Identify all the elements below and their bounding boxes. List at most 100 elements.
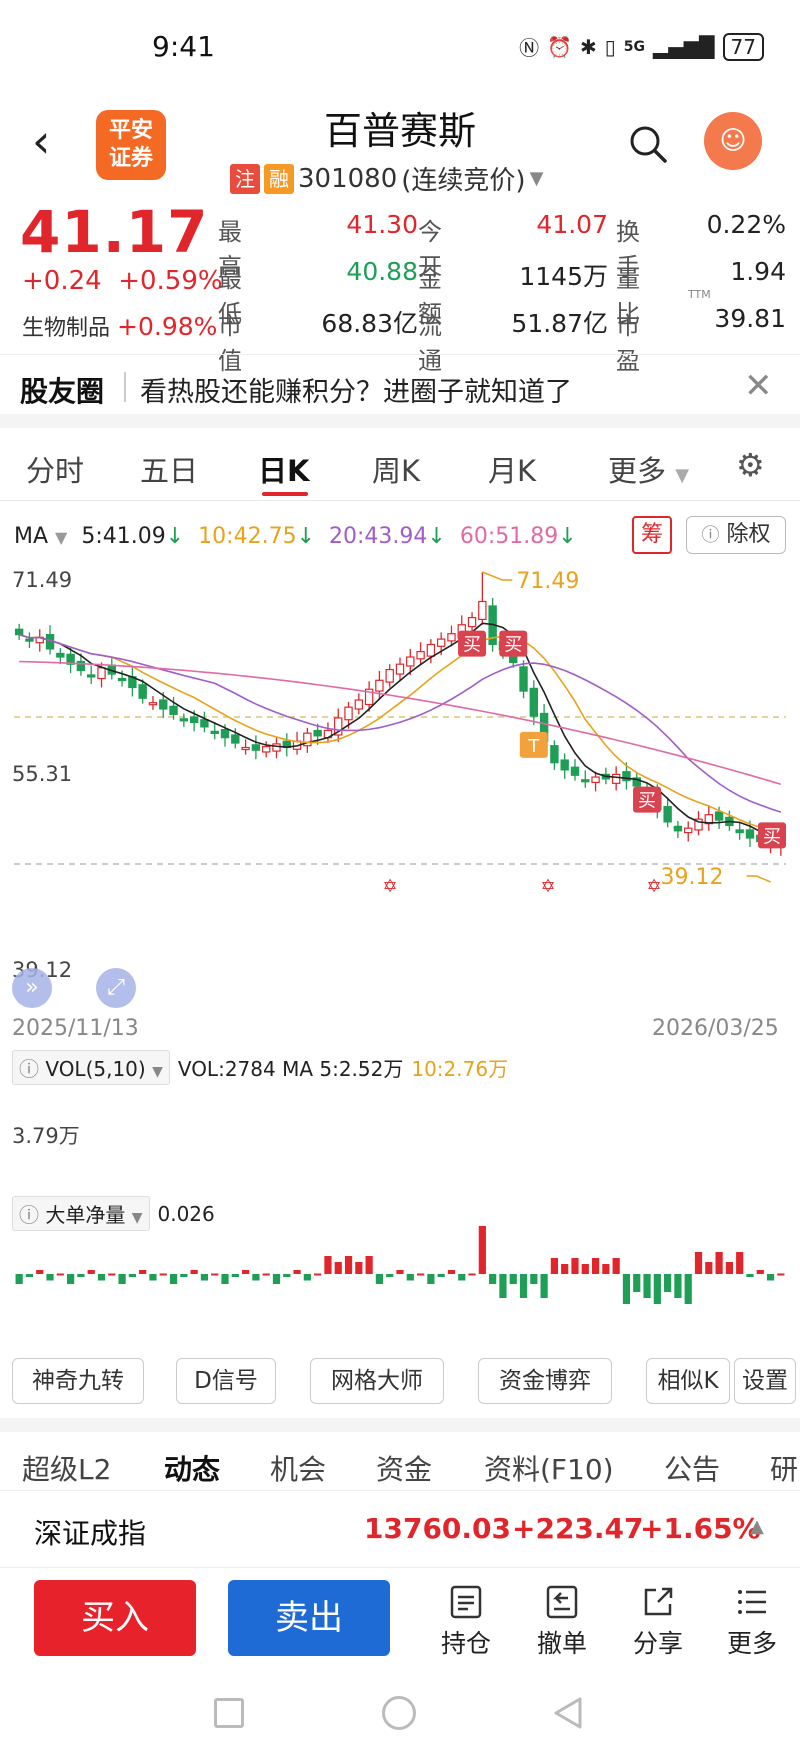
status-time: 9:41	[152, 30, 215, 63]
circle-text[interactable]: 看热股还能赚积分？进圈子就知道了	[140, 377, 572, 408]
buy-button[interactable]: 买入	[34, 1580, 196, 1656]
field-label: 市值	[218, 312, 242, 375]
back-icon[interactable]: ‹	[32, 114, 51, 168]
tool-similar-k[interactable]: 相似K	[646, 1358, 730, 1404]
sector-info[interactable]: 生物制品 +0.98%	[22, 310, 217, 342]
tab-announcement[interactable]: 公告	[664, 1453, 721, 1486]
tab-funds[interactable]: 资金	[376, 1453, 433, 1486]
tab-opportunity[interactable]: 机会	[270, 1453, 327, 1486]
signal-label: 5G	[623, 38, 646, 55]
share-button[interactable]: 分享	[618, 1584, 698, 1660]
candle-body	[179, 718, 189, 722]
bigorder-selector[interactable]: ⓘ 大单净量 ▼	[12, 1196, 150, 1231]
tab-month-k[interactable]: 月K	[488, 454, 537, 488]
tab-dynamic[interactable]: 动态	[164, 1453, 221, 1486]
field-label: 流通	[418, 312, 442, 375]
tab-week-k[interactable]: 周K	[372, 454, 421, 488]
bigorder-bar	[489, 1274, 497, 1284]
tab-five-day[interactable]: 五日	[140, 454, 199, 488]
tool-magic-nine[interactable]: 神奇九转	[12, 1358, 144, 1404]
tool-d-signal[interactable]: D信号	[176, 1358, 276, 1404]
bigorder-bar	[97, 1274, 106, 1281]
back-nav-icon[interactable]	[552, 1696, 584, 1730]
index-bar[interactable]	[0, 1490, 800, 1568]
tab-timeshare[interactable]: 分时	[26, 454, 85, 488]
gear-icon[interactable]: ⚙	[736, 446, 765, 484]
more-button[interactable]: 更多	[712, 1584, 792, 1660]
holdings-button[interactable]: 持仓	[426, 1584, 506, 1660]
bigorder-bar	[128, 1274, 136, 1277]
tab-underline	[262, 492, 308, 496]
candle-body	[86, 674, 96, 678]
candle-body	[364, 688, 374, 706]
candle-body	[632, 777, 641, 787]
date-end: 2026/03/25	[652, 1016, 779, 1041]
candle-body	[663, 806, 672, 823]
cancel-order-button[interactable]: 撤单	[522, 1584, 602, 1660]
trade-marker-label: 买	[763, 826, 781, 847]
candle-body	[354, 699, 364, 710]
system-nav-bar	[0, 1676, 800, 1760]
tab-super-l2[interactable]: 超级L2	[22, 1453, 112, 1486]
recent-apps-icon[interactable]	[214, 1698, 244, 1728]
ex-rights-button[interactable]: ⓘ 除权	[686, 516, 786, 554]
ma20-text: 20:43.94	[329, 524, 428, 549]
bigorder-bar	[746, 1274, 754, 1277]
chip-distribution-button[interactable]: 筹	[632, 516, 672, 554]
candle-body	[169, 705, 178, 715]
bluetooth-icon: ✱	[580, 34, 597, 59]
expand-icon[interactable]: »	[12, 968, 52, 1008]
fullscreen-icon[interactable]: ⤢	[96, 968, 136, 1008]
tab-f10[interactable]: 资料(F10)	[484, 1453, 614, 1486]
tool-capital-game[interactable]: 资金博弈	[478, 1358, 612, 1404]
bigorder-bar	[25, 1274, 34, 1277]
index-value: 13760.03	[364, 1512, 512, 1545]
search-icon[interactable]	[628, 124, 668, 164]
vol-selector[interactable]: ⓘ VOL(5,10) ▼	[12, 1050, 170, 1085]
bigorder-bar	[540, 1274, 548, 1298]
down-arrow-icon: ↓	[558, 524, 577, 549]
bigorder-bar	[262, 1273, 270, 1276]
sell-button[interactable]: 卖出	[228, 1580, 390, 1656]
field-value: 1.94	[730, 257, 786, 286]
candle-body	[56, 652, 65, 658]
bigorder-bar	[314, 1273, 322, 1276]
bigorder-bar	[766, 1274, 775, 1281]
trade-status: (连续竞价)	[401, 166, 526, 196]
ma-selector[interactable]: MA ▼	[14, 524, 67, 549]
candle-body	[303, 732, 312, 747]
bigorder-bar	[416, 1273, 425, 1276]
candle-body	[560, 759, 569, 771]
candle-body	[570, 766, 580, 776]
avatar[interactable]: ☺	[704, 112, 762, 170]
bigorder-bar	[303, 1274, 311, 1281]
stock-subline[interactable]: 注 融 301080 (连续竞价) ▼	[230, 160, 543, 197]
candle-body	[159, 699, 168, 710]
tab-day-k[interactable]: 日K	[258, 454, 310, 488]
close-icon[interactable]: ✕	[744, 366, 773, 406]
bigorder-bar	[180, 1274, 188, 1277]
tabs-divider	[0, 500, 800, 501]
candle-body	[426, 643, 436, 657]
field-label: 最低	[218, 265, 242, 328]
info-icon: ⓘ	[19, 1203, 39, 1227]
bigorder-bar	[15, 1274, 23, 1284]
date-start: 2025/11/13	[12, 1016, 139, 1041]
home-icon[interactable]	[382, 1696, 416, 1730]
chevron-up-icon[interactable]: ▲	[750, 1516, 764, 1537]
bigorder-bar	[283, 1274, 291, 1277]
index-name: 深证成指	[34, 1517, 147, 1550]
tab-more[interactable]: 更多 ▼	[608, 448, 689, 490]
tool-settings[interactable]: 设置	[734, 1358, 796, 1404]
trade-marker-label: 买	[504, 635, 522, 656]
ex-rights-label: 除权	[726, 522, 771, 547]
tool-grid-master[interactable]: 网格大师	[310, 1358, 444, 1404]
bigorder-bar	[386, 1274, 394, 1277]
ma20-line	[18, 633, 782, 813]
candle-body	[220, 728, 230, 739]
candle-body	[395, 663, 405, 675]
tab-research[interactable]: 研	[770, 1453, 799, 1486]
circle-bar[interactable]	[0, 354, 800, 414]
trade-marker	[633, 786, 662, 813]
